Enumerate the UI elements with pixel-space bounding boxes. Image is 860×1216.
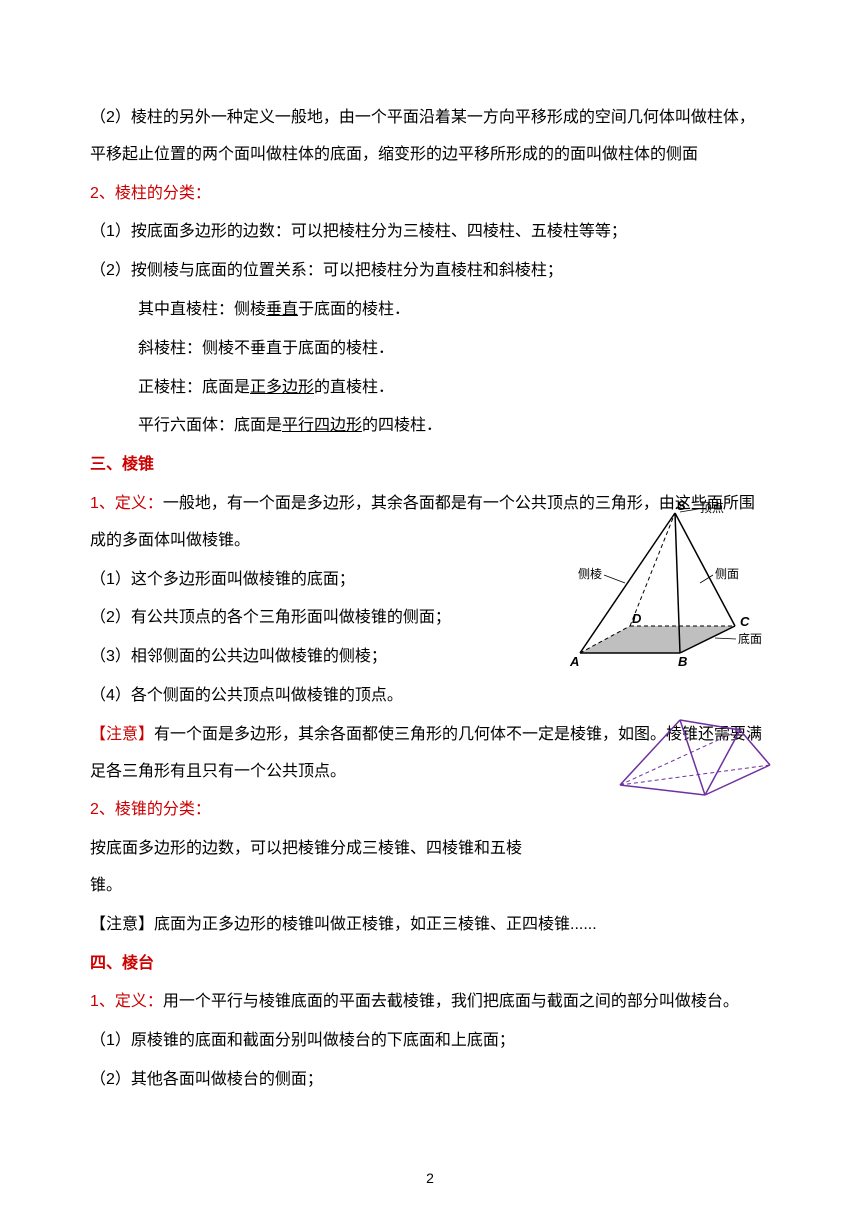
side-face-text: 侧面 — [715, 567, 739, 581]
section-title: 2、棱柱的分类： — [90, 176, 770, 213]
heading-4: 四、棱台 — [90, 946, 770, 983]
list-item: （4）各个侧面的公共顶点叫做棱锥的顶点。 — [90, 678, 540, 715]
polyhedron-diagram — [610, 710, 780, 800]
vertex-b: B — [678, 654, 687, 669]
base-text: 底面 — [738, 631, 762, 646]
note: 【注意】底面为正多边形的棱锥叫做正棱锥，如正三棱锥、正四棱锥...... — [90, 907, 770, 944]
list-subitem: 正棱柱：底面是正多边形的直棱柱． — [90, 370, 770, 407]
page-number: 2 — [0, 1170, 860, 1186]
vertex-c: C — [740, 614, 750, 629]
vertex-text: 顶点 — [700, 501, 724, 515]
list-item: （2）按侧棱与底面的位置关系：可以把棱柱分为直棱柱和斜棱柱； — [90, 253, 770, 290]
pyramid-diagram: S 顶点 侧棱 侧面 底面 A B C D — [560, 498, 765, 673]
list-item: （2）其他各面叫做棱台的侧面； — [90, 1062, 770, 1099]
list-item: （1）这个多边形面叫做棱锥的底面； — [90, 562, 540, 599]
heading-3: 三、棱锥 — [90, 447, 770, 484]
vertex-a: A — [569, 654, 579, 669]
definition: 1、定义：用一个平行与棱锥底面的平面去截棱锥，我们把底面与截面之间的部分叫做棱台… — [90, 984, 770, 1021]
list-subitem: 斜棱柱：侧棱不垂直于底面的棱柱． — [90, 331, 770, 368]
list-item: （3）相邻侧面的公共边叫做棱锥的侧棱； — [90, 639, 540, 676]
apex-label: S — [677, 498, 686, 513]
paragraph: （2）棱柱的另外一种定义一般地，由一个平面沿着某一方向平移形成的空间几何体叫做柱… — [90, 100, 770, 174]
list-subitem: 平行六面体：底面是平行四边形的四棱柱． — [90, 408, 770, 445]
list-subitem: 其中直棱柱：侧棱垂直于底面的棱柱． — [90, 292, 770, 329]
list-item: （2）有公共顶点的各个三角形面叫做棱锥的侧面； — [90, 600, 540, 637]
side-edge-text: 侧棱 — [578, 566, 602, 581]
paragraph: 按底面多边形的边数，可以把棱锥分成三棱锥、四棱锥和五棱锥。 — [90, 831, 540, 905]
vertex-d: D — [632, 611, 642, 626]
list-item: （1）按底面多边形的边数：可以把棱柱分为三棱柱、四棱柱、五棱柱等等； — [90, 214, 770, 251]
list-item: （1）原棱锥的底面和截面分别叫做棱台的下底面和上底面； — [90, 1023, 770, 1060]
